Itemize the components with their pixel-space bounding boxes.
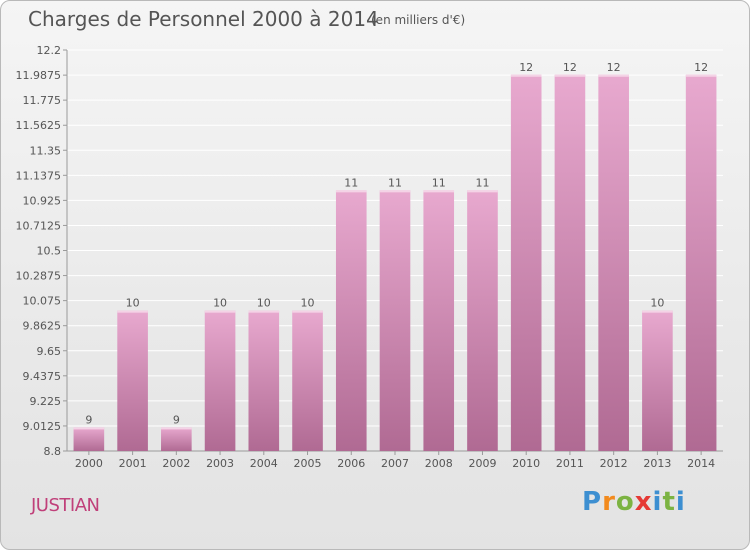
x-tick-label: 2005	[294, 457, 322, 470]
bar-2001[interactable]	[117, 310, 148, 451]
x-tick-label: 2014	[687, 457, 715, 470]
bar-2009[interactable]	[467, 190, 498, 451]
bar-highlight	[73, 427, 105, 430]
bar-highlight	[554, 74, 586, 77]
bar-2011[interactable]	[554, 74, 586, 452]
proxiti-logo[interactable]: Proxiti	[582, 487, 686, 517]
bar-highlight	[467, 190, 498, 193]
commune-name: JUSTIAN	[31, 495, 100, 516]
bar-highlight	[379, 190, 411, 193]
bar-2013[interactable]	[642, 310, 673, 451]
x-tick-label: 2009	[468, 457, 496, 470]
data-label: 12	[607, 61, 621, 74]
bar-highlight	[292, 310, 323, 313]
y-tick-label: 10.2875	[16, 270, 62, 283]
x-tick-label: 2011	[556, 457, 584, 470]
x-tick-label: 2000	[75, 457, 103, 470]
y-tick-label: 9.65	[37, 345, 62, 358]
x-tick-label: 2010	[512, 457, 540, 470]
logo-letter: t	[662, 487, 676, 517]
data-label: 9	[173, 413, 180, 426]
bar-2005[interactable]	[292, 310, 323, 451]
data-label: 12	[519, 61, 533, 74]
bar-highlight	[335, 190, 367, 193]
x-tick-label: 2006	[337, 457, 365, 470]
data-label: 12	[694, 61, 708, 74]
data-label: 11	[388, 176, 402, 189]
y-tick-label: 9.225	[30, 395, 62, 408]
bar-highlight	[685, 74, 717, 77]
x-tick-label: 2002	[162, 457, 190, 470]
data-label: 10	[301, 297, 315, 310]
data-label: 11	[432, 176, 446, 189]
x-tick-label: 2001	[119, 457, 147, 470]
x-tick-label: 2012	[600, 457, 628, 470]
data-label: 12	[563, 61, 577, 74]
y-tick-label: 11.5625	[16, 119, 62, 132]
y-tick-label: 11.9875	[16, 69, 62, 82]
bar-2012[interactable]	[598, 74, 629, 452]
y-tick-label: 10.5	[37, 245, 62, 258]
y-tick-label: 12.2	[37, 44, 62, 57]
bar-highlight	[423, 190, 455, 193]
logo-letter: x	[634, 487, 653, 517]
data-label: 10	[213, 297, 227, 310]
bar-highlight	[598, 74, 629, 77]
x-tick-label: 2007	[381, 457, 409, 470]
logo-letter: o	[615, 487, 635, 517]
logo-letter: i	[675, 487, 686, 517]
y-tick-label: 10.075	[23, 295, 62, 308]
x-tick-label: 2003	[206, 457, 234, 470]
y-tick-label: 11.1375	[16, 169, 62, 182]
bar-2006[interactable]	[335, 190, 367, 451]
bar-highlight	[510, 74, 542, 77]
data-label: 10	[650, 297, 664, 310]
bar-2008[interactable]	[423, 190, 455, 451]
y-tick-label: 8.8	[44, 445, 62, 458]
x-tick-label: 2013	[643, 457, 671, 470]
logo-letter: P	[582, 487, 603, 517]
y-tick-label: 11.775	[23, 94, 62, 107]
x-tick-label: 2008	[425, 457, 453, 470]
bar-highlight	[642, 310, 673, 313]
data-label: 10	[257, 297, 271, 310]
bar-highlight	[161, 427, 192, 430]
y-tick-label: 10.925	[23, 194, 62, 207]
bar-2010[interactable]	[510, 74, 542, 452]
y-tick-label: 9.4375	[23, 370, 62, 383]
bar-2014[interactable]	[685, 74, 717, 452]
bar-highlight	[204, 310, 236, 313]
y-tick-label: 9.0125	[23, 420, 62, 433]
y-tick-label: 10.7125	[16, 219, 62, 232]
bar-2007[interactable]	[379, 190, 411, 451]
x-tick-label: 2004	[250, 457, 278, 470]
bar-2000[interactable]	[73, 427, 105, 451]
logo-letter: r	[602, 487, 616, 517]
chart-title: Charges de Personnel 2000 à 2014	[28, 7, 379, 31]
data-label: 11	[344, 176, 358, 189]
bar-highlight	[117, 310, 148, 313]
bar-highlight	[248, 310, 280, 313]
chart-subtitle: (en milliers d'€)	[371, 13, 466, 27]
bar-2004[interactable]	[248, 310, 280, 451]
logo-letter: i	[652, 487, 663, 517]
y-tick-label: 9.8625	[23, 320, 62, 333]
data-label: 9	[85, 413, 92, 426]
data-label: 11	[475, 176, 489, 189]
data-label: 10	[126, 297, 140, 310]
bar-2002[interactable]	[161, 427, 192, 451]
bar-2003[interactable]	[204, 310, 236, 451]
y-tick-label: 11.35	[30, 144, 62, 157]
